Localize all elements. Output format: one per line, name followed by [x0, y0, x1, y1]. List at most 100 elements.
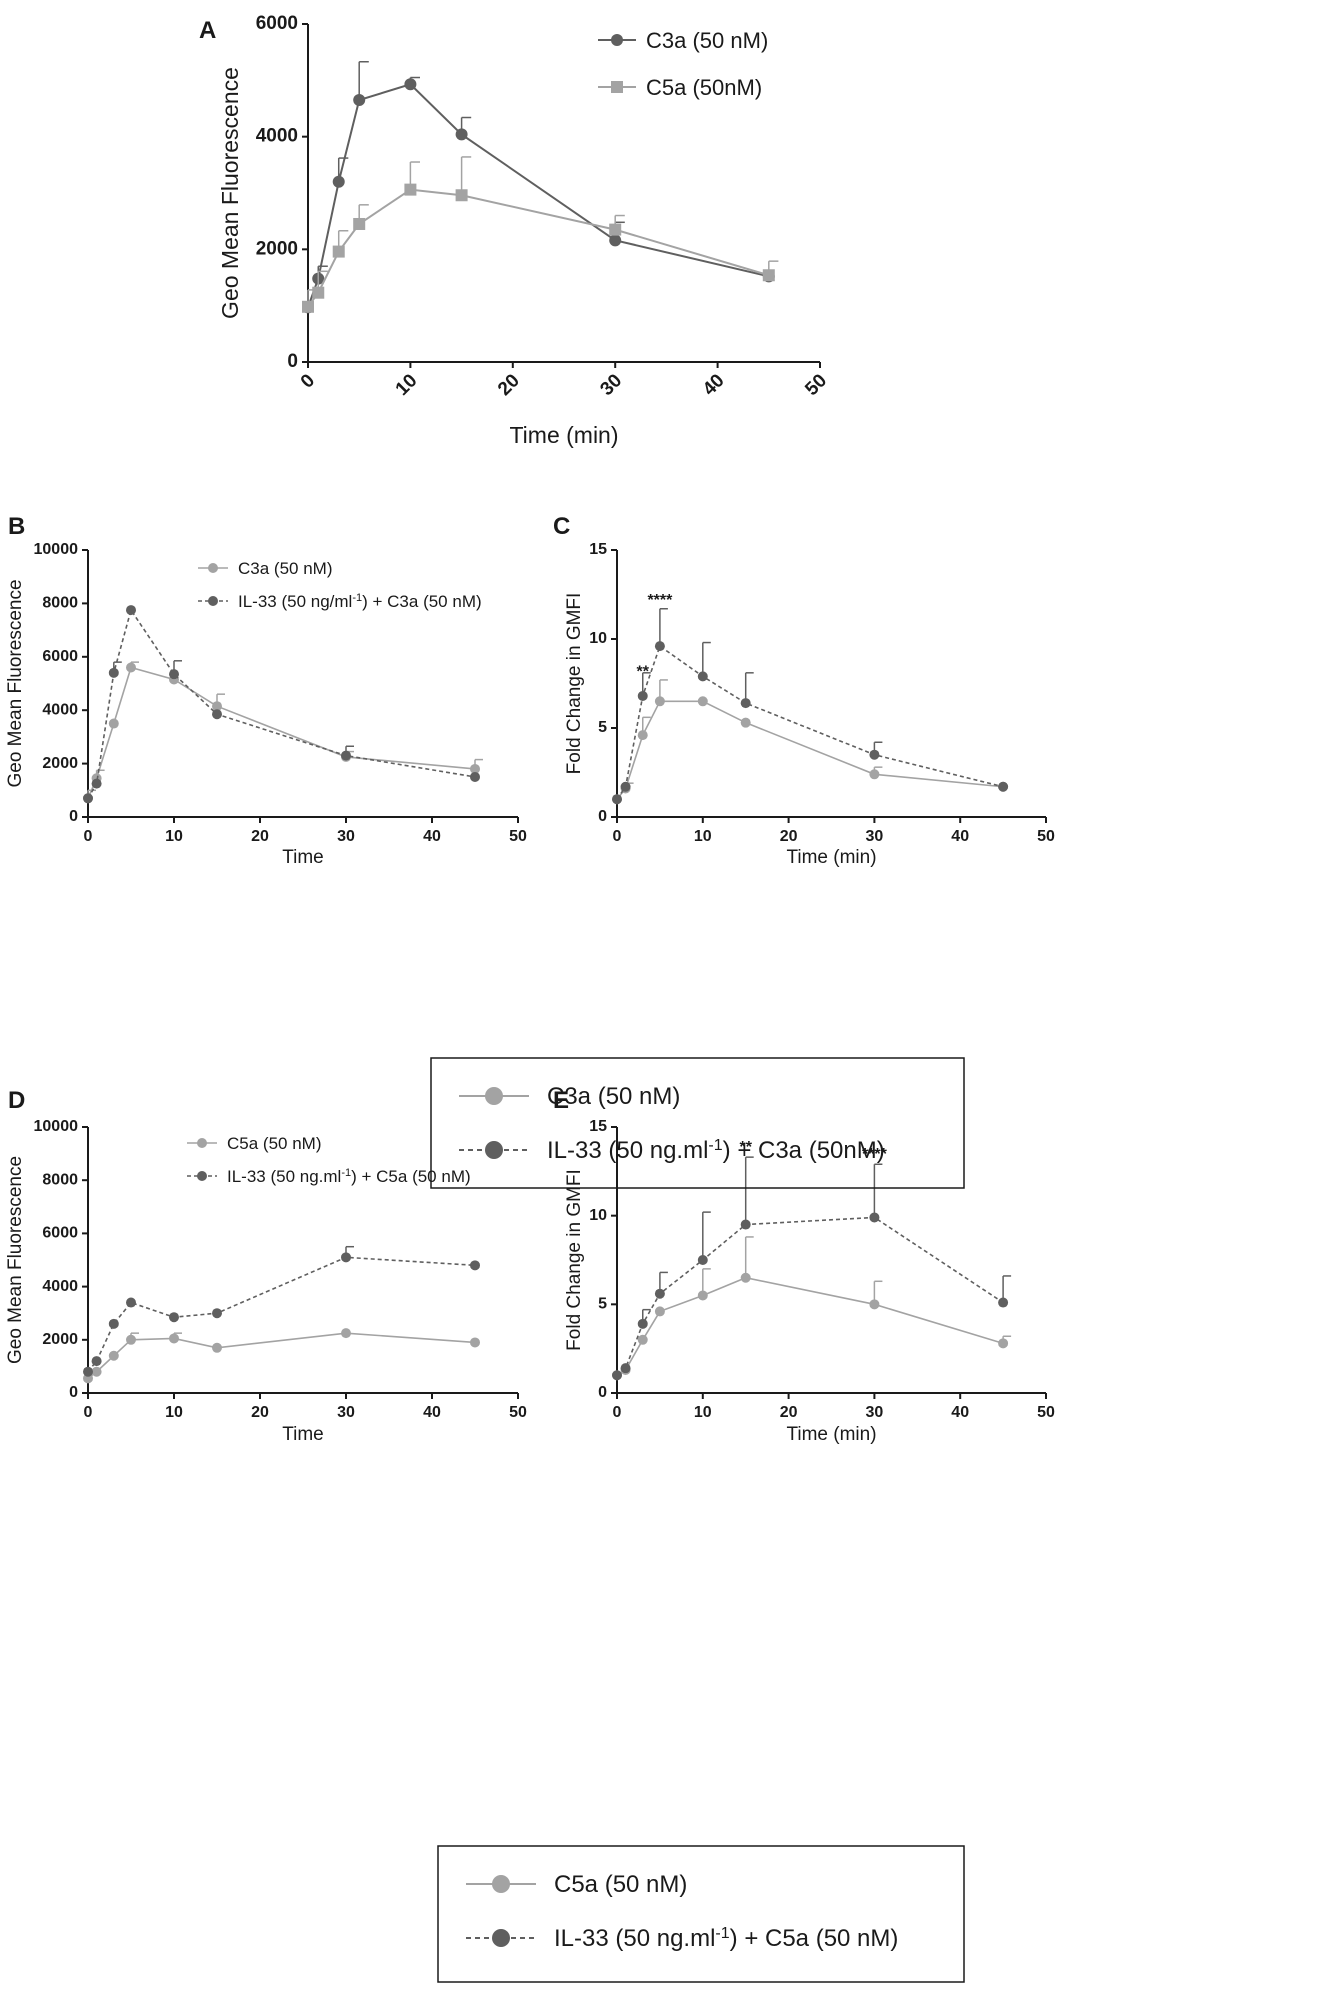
- data-point: [998, 1338, 1009, 1349]
- y-tick-label: 10000: [34, 1118, 79, 1135]
- data-point: [998, 781, 1009, 792]
- legend-swatch-marker: [485, 1087, 503, 1105]
- y-tick-label: 0: [287, 351, 298, 372]
- x-tick-label: 40: [423, 1404, 441, 1421]
- y-tick-label: 15: [589, 541, 607, 558]
- data-point: [740, 698, 751, 709]
- data-point: [169, 669, 179, 680]
- y-tick-label: 0: [598, 1384, 607, 1401]
- data-point: [609, 234, 622, 247]
- data-point: [998, 1297, 1009, 1308]
- data-point: [637, 1318, 648, 1329]
- y-axis-label: Geo Mean Fluorescence: [5, 1156, 26, 1364]
- data-point: [341, 750, 351, 761]
- data-point: [91, 778, 102, 789]
- x-tick-label: 30: [337, 1404, 355, 1421]
- series-2: [83, 1245, 480, 1377]
- x-tick-label: 30: [337, 828, 355, 845]
- x-tick-label: 10: [165, 1404, 183, 1421]
- series-2: [302, 156, 779, 313]
- data-point: [341, 1252, 351, 1263]
- chart-panel-a: A 0 2000 4000 6000 0 10 20 30 40 50 Time (min) Geo M…: [199, 13, 831, 448]
- series-1: [83, 661, 483, 804]
- y-tick-label: 4000: [42, 1278, 78, 1295]
- legend-label: IL-33 (50 ng.ml-1) + C3a (50nM): [547, 1137, 885, 1165]
- x-tick-label: 50: [1037, 1404, 1055, 1421]
- data-point: [83, 793, 93, 804]
- y-tick-label: 0: [69, 1384, 78, 1401]
- legend-label: IL-33 (50 ng.ml-1) + C5a (50 nM): [554, 1925, 898, 1953]
- x-axis-label: Time (min): [786, 847, 876, 868]
- legend-label: C5a (50 nM): [554, 1871, 687, 1898]
- x-tick-label: 30: [866, 828, 884, 845]
- data-point: [455, 189, 468, 202]
- x-tick-label: 20: [494, 370, 524, 400]
- panel-legend: C3a (50 nM) C5a (50nM): [598, 28, 768, 100]
- data-point: [169, 1333, 179, 1344]
- data-point: [91, 1356, 102, 1367]
- legend-swatch-marker: [611, 34, 623, 46]
- data-point: [302, 300, 314, 313]
- panel-letter: A: [199, 17, 216, 44]
- chart-panel-c: C 0 5 10 15 0 10 20 30 40 50 Time (min) Fold Change …: [553, 513, 1055, 868]
- legend-swatch-marker: [611, 81, 623, 93]
- legend-frame: [437, 1845, 965, 1983]
- data-point: [341, 1328, 351, 1339]
- data-point: [404, 78, 417, 91]
- x-tick-label: 0: [297, 370, 319, 392]
- data-point: [637, 690, 648, 701]
- legend-label: IL-33 (50 ng.ml-1) + C5a (50 nM): [227, 1167, 471, 1186]
- chart-panel-d: D 0 2000 4000 6000 8000 10000 0 10 20 30 40 50 Time Ge…: [5, 1087, 527, 1445]
- legend-swatch-marker: [485, 1141, 503, 1159]
- x-tick-label: 20: [251, 828, 269, 845]
- legend-swatch-marker: [208, 596, 218, 606]
- significance-mark: **: [637, 663, 650, 680]
- legend-swatch-marker: [197, 1171, 207, 1181]
- data-point: [869, 769, 880, 780]
- data-point: [612, 1370, 622, 1381]
- y-tick-label: 15: [589, 1118, 607, 1135]
- data-point: [762, 269, 775, 282]
- data-point: [470, 1337, 480, 1348]
- x-tick-label: 50: [801, 370, 831, 400]
- data-point: [212, 701, 222, 712]
- y-axis-label: Geo Mean Fluorescence: [217, 67, 243, 319]
- data-point: [353, 94, 366, 107]
- panel-legend: C3a (50 nM) IL-33 (50 ng/ml-1) + C3a (50 …: [198, 559, 482, 611]
- data-point: [455, 128, 468, 141]
- series-line: [87, 1332, 476, 1380]
- data-point: [740, 717, 751, 728]
- x-tick-label: 10: [694, 1404, 712, 1421]
- x-tick-label: 10: [392, 370, 422, 400]
- y-tick-label: 6000: [42, 648, 78, 665]
- data-point: [654, 1306, 665, 1317]
- legend-swatch-marker: [492, 1929, 510, 1947]
- y-tick-label: 8000: [42, 1171, 78, 1188]
- data-point: [869, 1212, 880, 1223]
- series-line: [616, 700, 1004, 800]
- data-point: [404, 183, 417, 196]
- chart-panel-b: B 0 2000 4000 6000 8000 10000 0 10 20 30 40 50 Time Ge…: [5, 513, 527, 868]
- legend-label: C3a (50 nM): [646, 28, 768, 53]
- data-point: [108, 667, 119, 678]
- series-1: [612, 679, 1009, 805]
- series-2: [612, 607, 1009, 805]
- x-tick-label: 10: [165, 828, 183, 845]
- x-tick-label: 40: [699, 370, 729, 400]
- y-tick-label: 5: [598, 1296, 607, 1313]
- de-legend: C5a (50 nM) IL-33 (50 ng.ml-1) + C5a (50 …: [437, 1845, 965, 1983]
- data-point: [108, 718, 119, 729]
- data-point: [620, 781, 631, 792]
- x-tick-label: 40: [951, 828, 969, 845]
- y-axis-label: Fold Change in GMFI: [564, 1169, 585, 1351]
- x-tick-label: 40: [951, 1404, 969, 1421]
- data-point: [740, 1219, 751, 1230]
- x-tick-label: 20: [780, 828, 798, 845]
- data-point: [697, 1255, 708, 1265]
- data-point: [312, 286, 325, 299]
- data-point: [353, 217, 366, 230]
- series-line: [87, 666, 476, 799]
- legend-frame: [430, 1057, 965, 1189]
- y-tick-label: 6000: [256, 13, 298, 34]
